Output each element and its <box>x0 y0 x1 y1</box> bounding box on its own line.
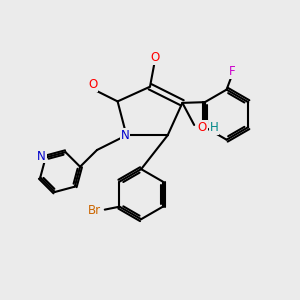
Text: O: O <box>88 78 97 91</box>
Text: N: N <box>37 149 46 163</box>
Text: Br: Br <box>88 204 101 217</box>
Text: O: O <box>150 51 160 64</box>
Text: O: O <box>198 122 207 134</box>
Text: H: H <box>210 122 218 134</box>
Text: F: F <box>229 65 235 78</box>
Text: N: N <box>121 129 129 142</box>
